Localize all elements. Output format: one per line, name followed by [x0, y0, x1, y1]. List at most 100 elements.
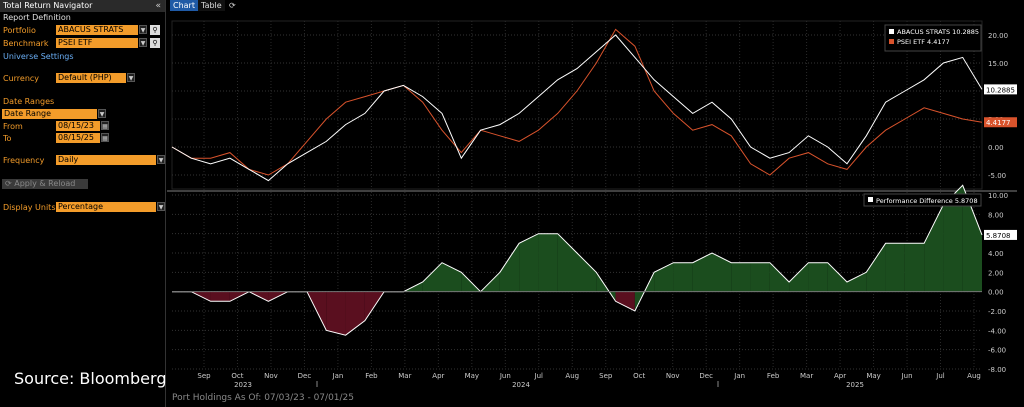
last-value-label: 5.8708: [986, 232, 1011, 240]
bottom-y-tick-label: 10.00: [988, 192, 1008, 200]
series-line-benchmark: [171, 28, 983, 176]
chart-area: 20.0015.0010.005.000.00-5.0010.008.006.0…: [167, 20, 1017, 389]
display-units-label: Display Units: [3, 203, 56, 212]
bottom-legend-box: [863, 193, 982, 207]
from-calendar-icon[interactable]: ▦: [101, 121, 109, 130]
diff-area-segment: [789, 262, 809, 292]
legend-entry: PSEI ETF 4.4177: [897, 38, 950, 46]
benchmark-field[interactable]: PSEI ETF: [56, 38, 138, 48]
portfolio-dropdown-icon[interactable]: ▼: [139, 25, 147, 34]
report-definition-heading: Report Definition: [3, 13, 71, 22]
bottom-y-tick-label: -8.00: [988, 366, 1006, 374]
x-year-label: 2024: [512, 381, 530, 389]
top-y-tick-label: 15.00: [988, 60, 1008, 68]
x-month-label: Jun: [901, 372, 913, 380]
x-month-label: Nov: [666, 372, 680, 380]
bottom-y-tick-label: -2.00: [988, 308, 1006, 316]
x-month-label: Feb: [365, 372, 378, 380]
legend-swatch: [889, 29, 894, 34]
x-month-label: May: [465, 372, 479, 380]
diff-area-segment: [712, 253, 732, 292]
series-line-portfolio: [171, 34, 983, 182]
x-month-label: Jul: [935, 372, 945, 380]
currency-label: Currency: [3, 74, 40, 83]
benchmark-search-icon[interactable]: ⚲: [150, 38, 160, 48]
x-month-label: Jan: [733, 372, 745, 380]
legend-entry: ABACUS STRATS 10.2885: [897, 28, 979, 36]
date-range-field[interactable]: Date Range: [2, 109, 97, 119]
frequency-dropdown-icon[interactable]: ▼: [157, 155, 165, 164]
panel-title-bar: Total Return Navigator «: [0, 0, 165, 12]
top-y-tick-label: -5.00: [988, 172, 1006, 180]
x-month-label: Feb: [767, 372, 780, 380]
apply-reload-label: Apply & Reload: [14, 179, 76, 188]
tab-chart[interactable]: Chart: [170, 0, 198, 11]
legend-swatch: [868, 197, 873, 202]
benchmark-dropdown-icon[interactable]: ▼: [139, 38, 147, 47]
x-month-label: Dec: [699, 372, 713, 380]
to-date-field[interactable]: 08/15/25: [56, 133, 100, 143]
diff-area-segment: [943, 185, 963, 292]
last-value-tag: [984, 229, 1017, 240]
x-month-label: Mar: [800, 372, 813, 380]
apply-reload-button[interactable]: ⟳ Apply & Reload: [2, 179, 88, 189]
from-label: From: [3, 122, 23, 131]
x-month-label: Sep: [599, 372, 613, 380]
top-y-tick-label: 20.00: [988, 32, 1008, 40]
x-month-label: Dec: [298, 372, 312, 380]
diff-area-segment: [422, 262, 442, 292]
to-label: To: [3, 134, 12, 143]
x-month-label: May: [866, 372, 880, 380]
panel-title: Total Return Navigator: [3, 1, 93, 10]
diff-area-segment: [827, 262, 847, 292]
frequency-field[interactable]: Daily: [56, 155, 156, 165]
currency-dropdown-icon[interactable]: ▼: [127, 73, 135, 82]
diff-area-segment: [866, 243, 886, 292]
diff-area-segment: [557, 233, 577, 292]
to-calendar-icon[interactable]: ▦: [101, 133, 109, 142]
x-month-label: Jun: [499, 372, 511, 380]
last-value-tag: [984, 84, 1017, 95]
diff-area-segment: [326, 291, 346, 336]
x-month-label: Jan: [332, 372, 344, 380]
display-units-field[interactable]: Percentage: [56, 202, 156, 212]
bottom-y-tick-label: 8.00: [988, 211, 1004, 219]
from-date-field[interactable]: 08/15/23: [56, 121, 100, 131]
portfolio-field[interactable]: ABACUS STRATS: [56, 25, 138, 35]
holdings-footer: Port Holdings As Of: 07/03/23 - 07/01/25: [172, 393, 354, 403]
bottom-y-tick-label: -6.00: [988, 347, 1006, 355]
x-month-label: Oct: [633, 372, 645, 380]
x-month-label: Mar: [398, 372, 411, 380]
top-panel-frame: [171, 20, 983, 190]
bottom-y-tick-label: 4.00: [988, 250, 1004, 258]
control-panel: Total Return Navigator « Report Definiti…: [0, 0, 166, 407]
refresh-icon[interactable]: ⟳: [229, 1, 236, 10]
frequency-label: Frequency: [3, 156, 45, 165]
diff-area-segment: [499, 243, 520, 292]
x-year-label: 2023: [234, 381, 252, 389]
display-units-dropdown-icon[interactable]: ▼: [157, 202, 165, 211]
x-month-label: Nov: [264, 372, 278, 380]
diff-area-segment: [692, 253, 712, 292]
tab-table[interactable]: Table: [198, 0, 225, 11]
diff-area-segment: [210, 291, 230, 302]
date-ranges-label: Date Ranges: [3, 97, 55, 106]
collapse-chevron-icon[interactable]: «: [155, 1, 161, 11]
diff-area-segment: [615, 291, 635, 311]
currency-field[interactable]: Default (PHP): [56, 73, 126, 83]
diff-area-segment: [345, 291, 365, 336]
last-value-tag: [984, 117, 1017, 128]
top-y-tick-label: 0.00: [988, 144, 1004, 152]
diff-area-segment: [577, 253, 597, 292]
source-caption: Source: Bloomberg: [14, 369, 167, 388]
diff-area-segment: [750, 262, 770, 292]
universe-settings-link[interactable]: Universe Settings: [3, 52, 74, 61]
portfolio-search-icon[interactable]: ⚲: [150, 25, 160, 35]
diff-area-segment: [731, 262, 751, 292]
x-month-label: Aug: [967, 372, 981, 380]
portfolio-label: Portfolio: [3, 26, 36, 35]
x-month-label: Aug: [565, 372, 579, 380]
legend-entry: Performance Difference 5.8708: [876, 197, 978, 205]
diff-area-segment: [538, 233, 558, 292]
date-range-dropdown-icon[interactable]: ▼: [98, 109, 106, 118]
